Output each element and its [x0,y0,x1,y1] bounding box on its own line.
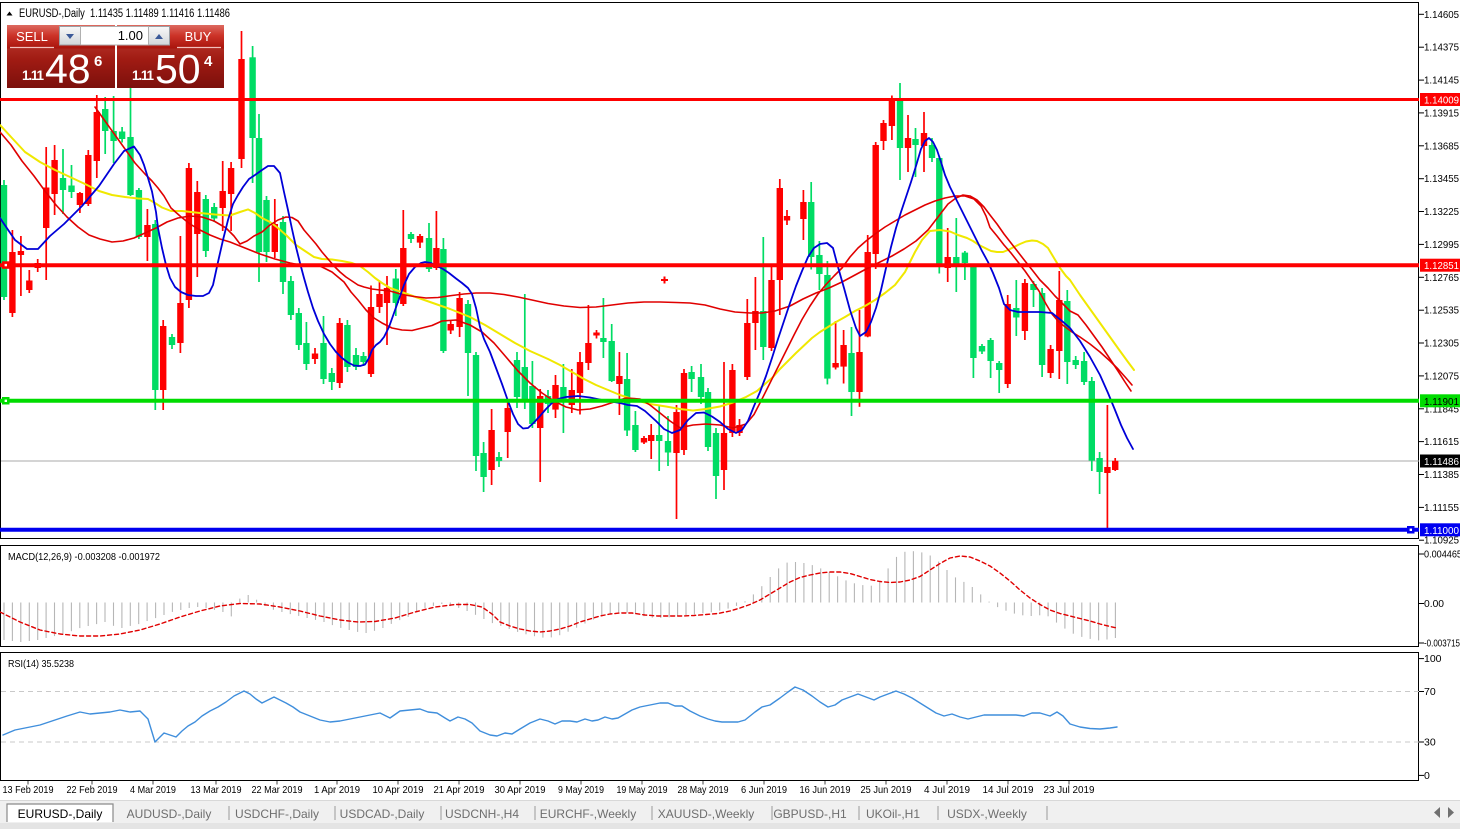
svg-text:70: 70 [1424,686,1436,698]
svg-text:25 Jun 2019: 25 Jun 2019 [861,784,912,796]
svg-text:1.12075: 1.12075 [1424,370,1459,382]
svg-text:19 May 2019: 19 May 2019 [617,784,668,796]
svg-text:30 Apr 2019: 30 Apr 2019 [495,784,546,796]
svg-text:1.12765: 1.12765 [1424,272,1459,284]
svg-text:100: 100 [1424,653,1442,665]
svg-text:SELL: SELL [16,29,48,44]
svg-text:48: 48 [45,46,91,92]
svg-text:USDCAD-,Daily: USDCAD-,Daily [340,807,425,821]
svg-text:1.11486: 1.11486 [1424,456,1459,468]
svg-text:6 Jun 2019: 6 Jun 2019 [741,784,787,796]
svg-text:1.10925: 1.10925 [1424,535,1459,547]
svg-text:28 May 2019: 28 May 2019 [678,784,729,796]
svg-text:EURUSD-,Daily 1.11435 1.11489: EURUSD-,Daily 1.11435 1.11489 1.11416 1.… [19,8,230,20]
svg-text:21 Apr 2019: 21 Apr 2019 [434,784,485,796]
svg-text:1.11385: 1.11385 [1424,469,1459,481]
svg-text:USDCHF-,Daily: USDCHF-,Daily [235,807,319,821]
svg-text:13 Mar 2019: 13 Mar 2019 [191,784,242,796]
svg-text:16 Jun 2019: 16 Jun 2019 [800,784,851,796]
svg-text:4 Mar 2019: 4 Mar 2019 [130,784,176,796]
svg-text:4: 4 [204,53,213,70]
svg-text:-0.003715: -0.003715 [1424,638,1460,650]
svg-text:1.12305: 1.12305 [1424,338,1459,350]
svg-text:23 Jul 2019: 23 Jul 2019 [1044,784,1095,796]
svg-text:1.12535: 1.12535 [1424,305,1459,317]
svg-text:1.12851: 1.12851 [1424,260,1459,272]
svg-text:RSI(14) 35.5238: RSI(14) 35.5238 [8,658,74,670]
svg-text:1.13225: 1.13225 [1424,206,1459,218]
svg-text:AUDUSD-,Daily: AUDUSD-,Daily [127,807,212,821]
svg-text:GBPUSD-,H1: GBPUSD-,H1 [773,807,847,821]
svg-text:9 May 2019: 9 May 2019 [558,784,604,796]
svg-text:1.00: 1.00 [118,28,143,43]
svg-text:EURCHF-,Weekly: EURCHF-,Weekly [540,807,636,821]
svg-text:0: 0 [1424,770,1430,782]
svg-text:1.11615: 1.11615 [1424,436,1459,448]
svg-text:50: 50 [155,46,201,92]
svg-text:MACD(12,26,9) -0.003208 -0.001: MACD(12,26,9) -0.003208 -0.001972 [8,551,160,563]
svg-text:1.11901: 1.11901 [1424,396,1459,408]
svg-text:1.11155: 1.11155 [1424,502,1459,514]
svg-text:EURUSD-,Daily: EURUSD-,Daily [18,807,103,821]
svg-text:1 Apr 2019: 1 Apr 2019 [314,784,360,796]
svg-text:0.004465: 0.004465 [1424,549,1460,561]
svg-text:0.00: 0.00 [1424,598,1444,610]
svg-text:13 Feb 2019: 13 Feb 2019 [3,784,54,796]
svg-text:XAUUSD-,Weekly: XAUUSD-,Weekly [658,807,754,821]
svg-text:1.14145: 1.14145 [1424,75,1459,87]
svg-text:USDX-,Weekly: USDX-,Weekly [947,807,1027,821]
svg-text:1.14375: 1.14375 [1424,42,1459,54]
svg-text:1.11: 1.11 [132,68,154,83]
svg-text:BUY: BUY [185,29,212,44]
svg-text:1.11000: 1.11000 [1424,525,1459,537]
svg-text:22 Feb 2019: 22 Feb 2019 [67,784,118,796]
svg-text:1.12995: 1.12995 [1424,239,1459,251]
svg-text:30: 30 [1424,737,1436,749]
svg-text:10 Apr 2019: 10 Apr 2019 [373,784,424,796]
svg-text:1.14009: 1.14009 [1424,95,1459,107]
svg-text:22 Mar 2019: 22 Mar 2019 [252,784,303,796]
svg-text:4 Jul 2019: 4 Jul 2019 [924,784,970,796]
svg-text:USDCNH-,H4: USDCNH-,H4 [445,807,519,821]
svg-text:6: 6 [94,53,102,70]
svg-text:UKOil-,H1: UKOil-,H1 [866,807,920,821]
svg-text:1.11: 1.11 [22,68,44,83]
svg-text:1.13915: 1.13915 [1424,107,1459,119]
svg-text:1.14605: 1.14605 [1424,9,1459,21]
svg-text:14 Jul 2019: 14 Jul 2019 [983,784,1034,796]
svg-text:1.13685: 1.13685 [1424,140,1459,152]
svg-text:1.13455: 1.13455 [1424,173,1459,185]
